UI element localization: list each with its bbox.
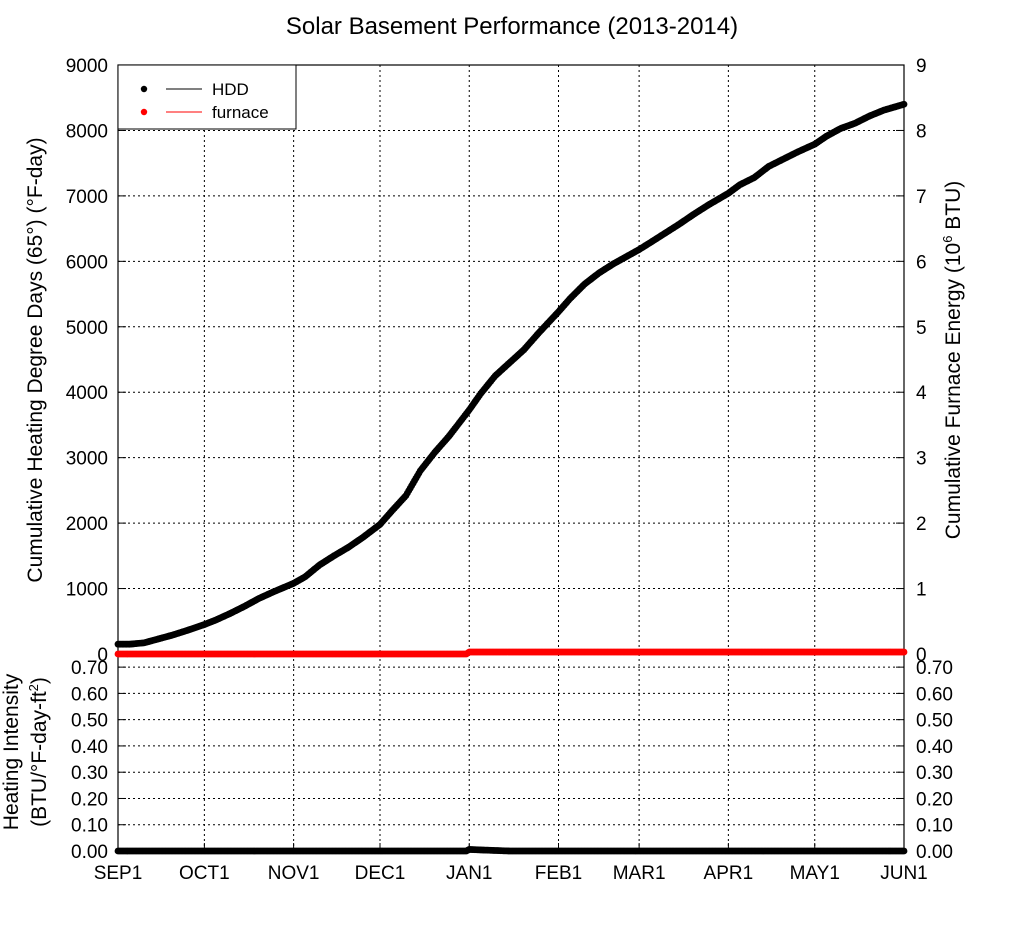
bottom-y-axis-title: Heating Intensity: [0, 673, 23, 830]
top-y-axis-title: Cumulative Heating Degree Days (65°) (°F…: [24, 137, 47, 582]
top-y-tick-label: 5000: [66, 318, 108, 339]
top-y-tick-label: 8000: [66, 121, 108, 142]
bottom-y-tick-label: 0.30: [71, 763, 108, 784]
x-tick-label: FEB1: [535, 863, 583, 884]
bottom-y-tick-label: 0.60: [71, 684, 108, 705]
bottom-y-tick-label: 0.10: [71, 816, 108, 837]
bottom-plot-frame: [117, 653, 905, 852]
bottom-right-tick-labels: 0.00 0.10 0.20 0.30 0.40 0.50 0.60 0.70: [916, 658, 953, 863]
top-y-tick-label: 1000: [66, 580, 108, 601]
x-tick-label: SEP1: [94, 863, 143, 884]
top-y-tick-label: 4000: [66, 383, 108, 404]
bottom-y2-tick-label: 0.10: [916, 816, 953, 837]
top-y-tick-label: 3000: [66, 449, 108, 470]
top-y2-tick-label: 7: [916, 187, 927, 208]
units-part-2: ): [28, 677, 51, 684]
top-y2-tick-label: 6: [916, 252, 927, 273]
top-y2-tick-label: 1: [916, 580, 927, 601]
top-y2-axis-title: Cumulative Furnace Energy (106 BTU): [940, 181, 965, 540]
top-y2-tick-label: 4: [916, 383, 927, 404]
x-tick-label: JUN1: [880, 863, 928, 884]
top-y2-tick-label: 3: [916, 449, 927, 470]
bottom-y2-tick-label: 0.20: [916, 789, 953, 810]
top-y2-tick-label: 9: [916, 56, 927, 77]
top-y-tick-label: 0: [97, 645, 108, 666]
legend-furnace-label: furnace: [212, 103, 269, 122]
units-superscript: 2: [26, 684, 41, 691]
top-y2-tick-label: 2: [916, 514, 927, 535]
bottom-y-tick-label: 0.70: [71, 658, 108, 679]
legend: HDD furnace: [117, 64, 297, 130]
x-tick-label: MAY1: [790, 863, 840, 884]
bottom-y2-tick-label: 0.00: [916, 842, 953, 863]
top-y-tick-label: 9000: [66, 56, 108, 77]
chart-title: Solar Basement Performance (2013-2014): [286, 13, 738, 40]
units-part-1: (BTU/°F-day-ft: [28, 691, 51, 827]
hdd-point: [900, 100, 908, 108]
bottom-y2-tick-label: 0.40: [916, 737, 953, 758]
top-y2-tick-label: 0: [916, 645, 927, 666]
top-right-tick-labels: 0 1 2 3 4 5 6 7 8 9: [916, 56, 927, 666]
intensity-point: [900, 847, 908, 855]
legend-hdd-marker: [140, 85, 148, 93]
top-y-tick-label: 6000: [66, 252, 108, 273]
bottom-y-tick-label: 0.40: [71, 737, 108, 758]
x-tick-label: NOV1: [268, 863, 320, 884]
bottom-y2-tick-label: 0.50: [916, 711, 953, 732]
bottom-y-tick-label: 0.00: [71, 842, 108, 863]
bottom-y2-tick-label: 0.30: [916, 763, 953, 784]
bottom-y-tick-label: 0.50: [71, 711, 108, 732]
top-grid: [118, 64, 904, 655]
top-left-tick-labels: 0 1000 2000 3000 4000 5000 6000 7000 8000 9000: [66, 56, 108, 666]
x-tick-label: DEC1: [355, 863, 406, 884]
x-tick-label: OCT1: [179, 863, 230, 884]
x-tick-label: JAN1: [446, 863, 492, 884]
top-y-tick-label: 7000: [66, 187, 108, 208]
y2-title-part-2: BTU): [942, 181, 965, 236]
top-y2-tick-label: 8: [916, 121, 927, 142]
furnace-point: [900, 648, 908, 656]
y2-title-part-1: Cumulative Furnace Energy (10: [942, 243, 965, 539]
x-tick-labels: SEP1 OCT1 NOV1 DEC1 JAN1 FEB1 MAR1 APR1 MAY1 JUN1: [94, 843, 928, 884]
bottom-left-tick-labels: 0.00 0.10 0.20 0.30 0.40 0.50 0.60 0.70: [71, 658, 108, 863]
x-tick-label: MAR1: [613, 863, 666, 884]
legend-furnace-marker: [140, 108, 148, 116]
top-y2-tick-label: 5: [916, 318, 927, 339]
bottom-grid: [118, 654, 904, 852]
bottom-y2-tick-label: 0.60: [916, 684, 953, 705]
series-layer: [114, 100, 908, 855]
top-y-tick-label: 2000: [66, 514, 108, 535]
bottom-y2-tick-label: 0.70: [916, 658, 953, 679]
y2-title-superscript: 6: [940, 236, 955, 243]
legend-hdd-label: HDD: [212, 80, 249, 99]
bottom-y-axis-units: (BTU/°F-day-ft2): [26, 677, 51, 827]
x-tick-label: APR1: [704, 863, 754, 884]
bottom-y-tick-label: 0.20: [71, 789, 108, 810]
legend-box: [117, 64, 297, 130]
